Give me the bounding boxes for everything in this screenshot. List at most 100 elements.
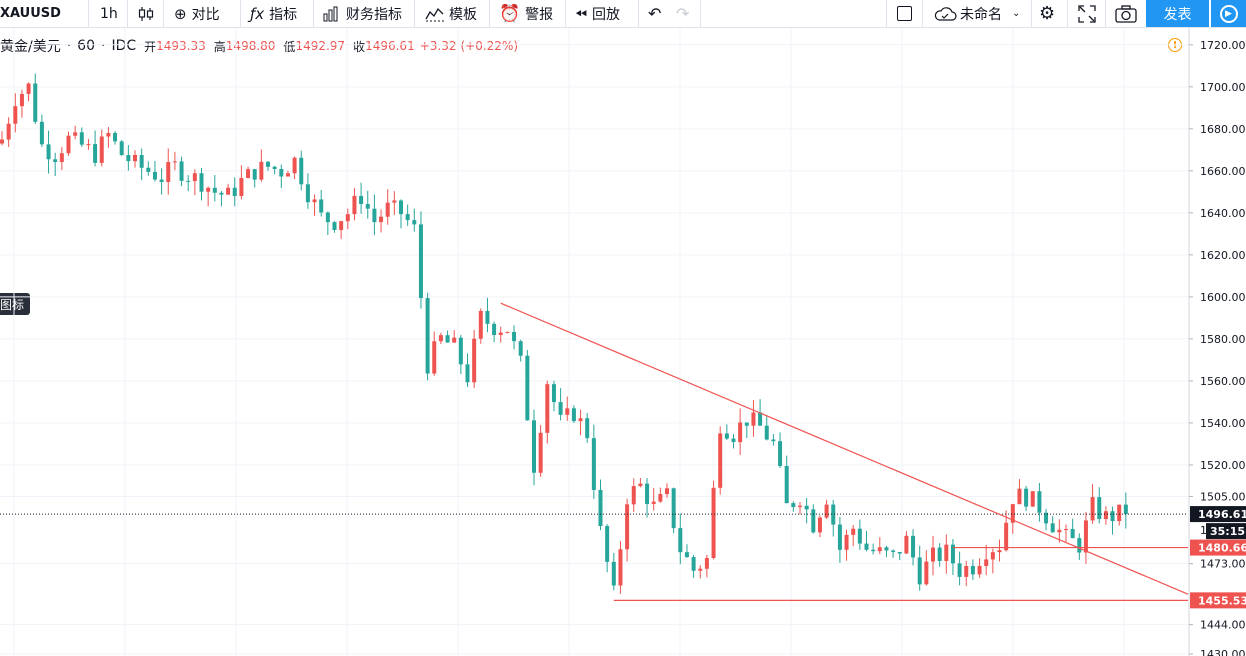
candle-body	[1110, 511, 1115, 522]
candle-body	[359, 195, 364, 205]
toolbar-divider	[127, 0, 128, 27]
price-axis-label: 1620.00	[1200, 249, 1246, 262]
compare-label: 对比	[191, 6, 220, 23]
candle-body	[418, 224, 423, 299]
price-axis-label: 1444.00	[1200, 619, 1246, 632]
interval-label: 1h	[100, 5, 118, 22]
function-icon: ƒx	[250, 4, 265, 23]
indicators-label: 指标	[269, 6, 298, 23]
candle-body	[379, 216, 384, 223]
candle-body	[192, 173, 197, 182]
candle-body	[585, 418, 590, 439]
price-chart[interactable]: 1720.00 1700.00 1680.00 1660.00 1640.00 1620.…	[0, 28, 1246, 656]
indicators-button[interactable]: ƒx 指标	[250, 0, 297, 27]
candle-body	[292, 157, 297, 174]
candle-body	[372, 208, 377, 223]
candle-body	[831, 504, 836, 525]
toolbar-divider	[886, 0, 887, 27]
candle-body	[93, 144, 98, 163]
financials-button[interactable]: 财务指标	[323, 0, 402, 27]
candle-body	[924, 561, 929, 585]
candle-body	[804, 505, 809, 510]
financials-label: 财务指标	[346, 6, 402, 23]
candle-body	[319, 199, 324, 213]
play-icon: ▶	[1219, 4, 1238, 23]
expand-icon	[1078, 4, 1096, 23]
candle-body	[611, 561, 616, 586]
fullscreen-layout-button[interactable]	[897, 0, 912, 27]
candle-body	[837, 524, 842, 550]
replay-button[interactable]: ⏪︎ 回放	[575, 0, 620, 27]
candle-body	[226, 187, 231, 195]
candle-body	[385, 202, 390, 217]
candle-body	[1070, 529, 1075, 539]
templates-button[interactable]: 模板	[425, 0, 477, 27]
candle-body	[1083, 520, 1088, 553]
template-icon	[425, 7, 444, 21]
candle-body	[46, 144, 51, 160]
candle-body	[658, 494, 663, 502]
settings-button[interactable]: ⚙	[1039, 0, 1055, 27]
candle-body	[571, 408, 576, 422]
candle-body	[492, 323, 497, 336]
symbol-search-button[interactable]: XAUUSD	[0, 0, 88, 27]
side-tab[interactable]: 图标	[0, 293, 30, 315]
toolbar-divider	[1031, 0, 1032, 27]
candle-body	[671, 488, 676, 529]
redo-button[interactable]: ↷	[676, 0, 689, 27]
candle-body	[558, 402, 563, 415]
candle-body	[605, 526, 610, 562]
candle-body	[824, 504, 829, 518]
candle-body	[299, 157, 304, 185]
candles-icon	[138, 6, 154, 21]
toolbar-divider	[88, 0, 89, 27]
legend-dot: ·	[66, 38, 72, 54]
play-button[interactable]: ▶	[1211, 0, 1246, 27]
publish-button[interactable]: 发表	[1146, 0, 1209, 27]
toolbar-divider	[163, 0, 164, 27]
candle-body	[79, 132, 84, 145]
undo-icon: ↶	[648, 4, 662, 23]
candle-body	[665, 488, 669, 495]
fullscreen-button[interactable]	[1078, 0, 1096, 27]
interval-button[interactable]: 1h	[100, 0, 118, 27]
candle-body	[518, 341, 523, 356]
candle-body	[0, 139, 4, 144]
alert-button[interactable]: ⏰ 警报	[499, 0, 553, 27]
candle-body	[764, 425, 769, 440]
candle-body	[219, 192, 224, 195]
legend-low-value: 1492.97	[295, 39, 346, 53]
price-label-bg	[1190, 539, 1246, 556]
candle-body	[1037, 491, 1042, 513]
bar-chart-icon	[323, 6, 338, 21]
candle-body	[751, 412, 756, 426]
price-axis-label: 1640.00	[1200, 207, 1246, 220]
snapshot-button[interactable]	[1115, 0, 1137, 27]
candle-body	[1004, 522, 1009, 551]
side-tab-label: 图标	[0, 297, 25, 312]
save-chart-button[interactable]: 未命名 ⌄	[933, 0, 1020, 27]
square-icon	[897, 6, 912, 21]
candle-body	[950, 544, 955, 564]
candle-body	[911, 535, 916, 558]
price-axis-label: 1700.00	[1200, 81, 1246, 94]
candle-body	[970, 565, 975, 575]
candle-body	[1117, 504, 1122, 522]
candle-body	[66, 135, 71, 154]
chart-style-button[interactable]	[137, 0, 155, 27]
alert-label: 警报	[525, 6, 554, 23]
toolbar-divider	[414, 0, 415, 27]
price-label-bg	[1206, 523, 1246, 540]
candle-body	[884, 547, 889, 551]
candle-body	[339, 221, 344, 231]
compare-button[interactable]: ⊕ 对比	[174, 0, 220, 27]
price-axis-label: 1720.00	[1200, 39, 1246, 52]
candle-body	[498, 332, 503, 336]
templates-label: 模板	[449, 6, 477, 23]
undo-button[interactable]: ↶	[648, 0, 661, 27]
legend-high-label: 高	[213, 39, 226, 54]
candle-body	[86, 144, 91, 146]
redo-icon: ↷	[676, 4, 690, 23]
candle-body	[432, 341, 437, 374]
candle-body	[545, 384, 550, 433]
